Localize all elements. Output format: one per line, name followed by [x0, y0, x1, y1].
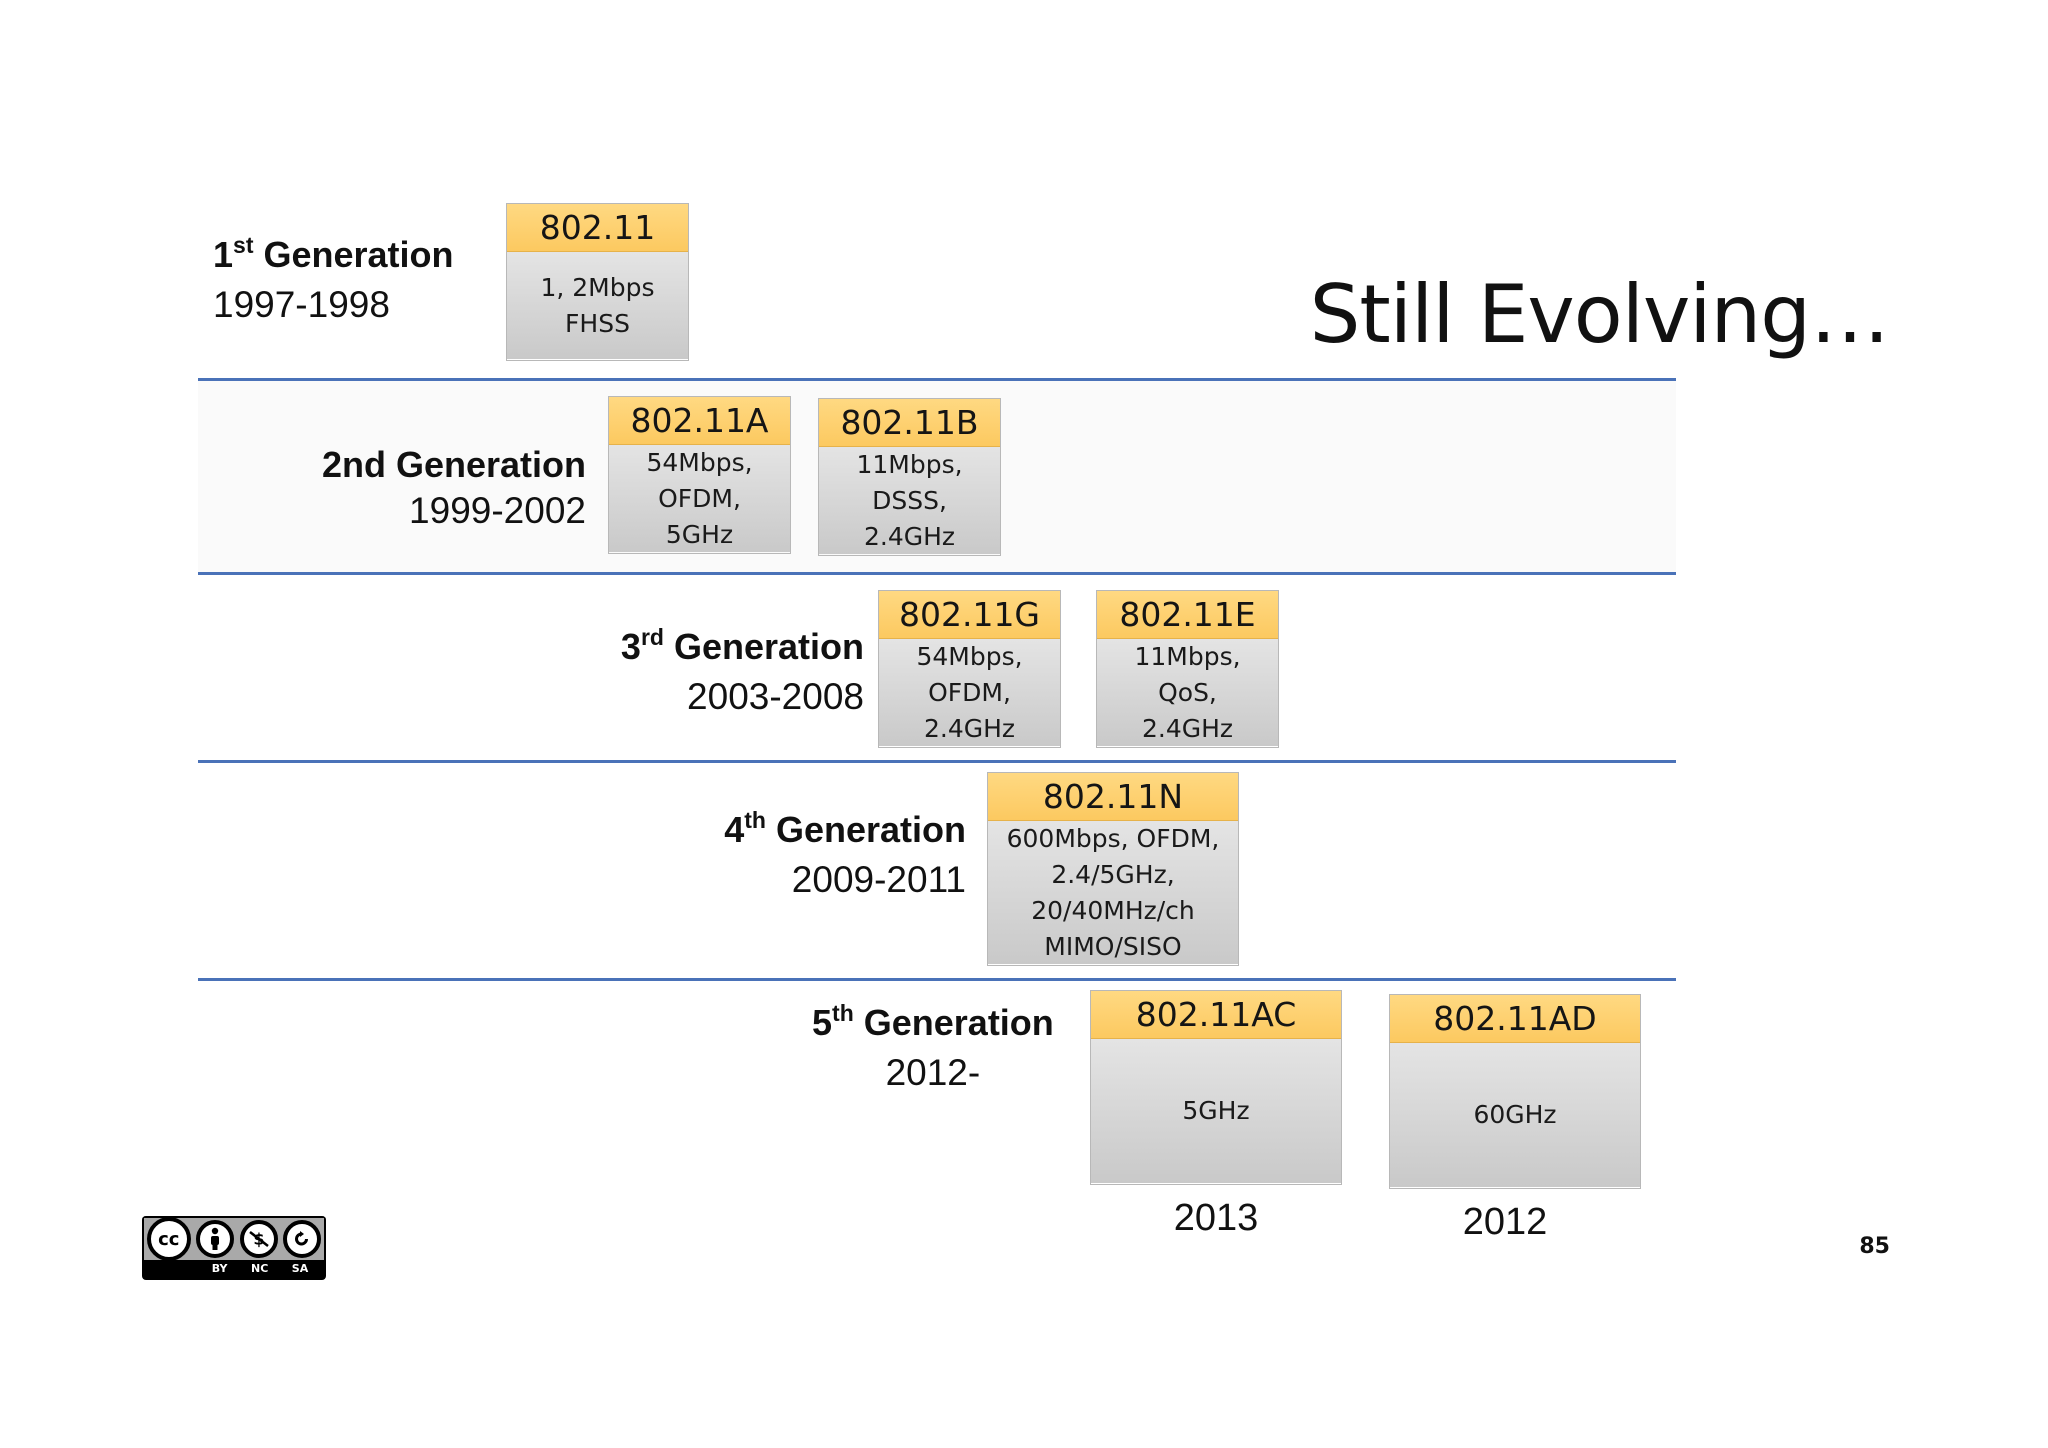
slide-title: Still Evolving… [1309, 268, 1890, 361]
standard-box-802-11ac: 802.11AC 5GHz [1090, 990, 1342, 1185]
standard-name: 802.11B [819, 399, 1000, 447]
divider-3 [198, 760, 1676, 763]
license-label-sa: SA [291, 1262, 309, 1275]
generation-name: 3rd Generation [620, 624, 864, 667]
generation-1-label: 1st Generation 1997-1998 [213, 232, 454, 328]
generation-name: 1st Generation [213, 232, 454, 275]
standard-details: 11Mbps, DSSS, 2.4GHz [819, 447, 1000, 554]
release-year-802-11ac: 2013 [1173, 1197, 1259, 1239]
standard-box-802-11n: 802.11N 600Mbps, OFDM, 2.4/5GHz, 20/40MH… [987, 772, 1239, 966]
generation-name: 5th Generation [812, 1000, 1054, 1043]
generation-name: 2nd Generation [321, 444, 586, 485]
standard-name: 802.11G [879, 591, 1060, 639]
standard-details: 1, 2Mbps FHSS [507, 252, 688, 359]
generation-name: 4th Generation [724, 807, 966, 850]
creative-commons-by-nc-sa-icon: cc $ BY NC SA [142, 1216, 326, 1280]
standard-name: 802.11A [609, 397, 790, 445]
page-number: 85 [1859, 1234, 1890, 1259]
release-year-802-11ad: 2012 [1462, 1201, 1548, 1243]
standard-details: 54Mbps, OFDM, 5GHz [609, 445, 790, 552]
standard-details: 60GHz [1390, 1043, 1640, 1187]
standard-name: 802.11N [988, 773, 1238, 821]
generation-years: 2012- [885, 1052, 981, 1093]
attribution-icon [196, 1220, 235, 1258]
standard-name: 802.11AD [1390, 995, 1640, 1043]
generation-years: 2009-2011 [791, 859, 966, 900]
sharealike-icon [283, 1220, 322, 1258]
generation-years: 2003-2008 [687, 676, 864, 717]
standard-name: 802.11 [507, 204, 688, 252]
license-labels: BY NC SA [200, 1262, 320, 1278]
standard-details: 600Mbps, OFDM, 2.4/5GHz, 20/40MHz/ch MIM… [988, 821, 1238, 964]
cc-icon: cc [146, 1217, 191, 1261]
noncommercial-icon: $ [239, 1220, 278, 1258]
license-label-by: BY [211, 1262, 228, 1275]
standard-box-802-11: 802.11 1, 2Mbps FHSS [506, 203, 689, 361]
standard-details: 5GHz [1091, 1039, 1341, 1183]
standard-name: 802.11E [1097, 591, 1278, 639]
generation-years: 1999-2002 [409, 490, 586, 531]
generation-5-label: 5th Generation 2012- [812, 1000, 1054, 1096]
generation-3-label: 3rd Generation 2003-2008 [621, 624, 864, 720]
standard-box-802-11g: 802.11G 54Mbps, OFDM, 2.4GHz [878, 590, 1061, 748]
standard-box-802-11e: 802.11E 11Mbps, QoS, 2.4GHz [1096, 590, 1279, 748]
standard-name: 802.11AC [1091, 991, 1341, 1039]
standard-box-802-11ad: 802.11AD 60GHz [1389, 994, 1641, 1189]
divider-1 [198, 378, 1676, 381]
generation-2-label: 2nd Generation 1999-2002 [322, 442, 586, 534]
divider-4 [198, 978, 1676, 981]
divider-2 [198, 572, 1676, 575]
generation-4-label: 4th Generation 2009-2011 [724, 807, 966, 903]
standard-details: 11Mbps, QoS, 2.4GHz [1097, 639, 1278, 746]
standard-details: 54Mbps, OFDM, 2.4GHz [879, 639, 1060, 746]
standard-box-802-11a: 802.11A 54Mbps, OFDM, 5GHz [608, 396, 791, 554]
generation-years: 1997-1998 [213, 284, 390, 325]
license-label-nc: NC [251, 1262, 269, 1275]
standard-box-802-11b: 802.11B 11Mbps, DSSS, 2.4GHz [818, 398, 1001, 556]
license-icons: cc $ [142, 1216, 326, 1262]
